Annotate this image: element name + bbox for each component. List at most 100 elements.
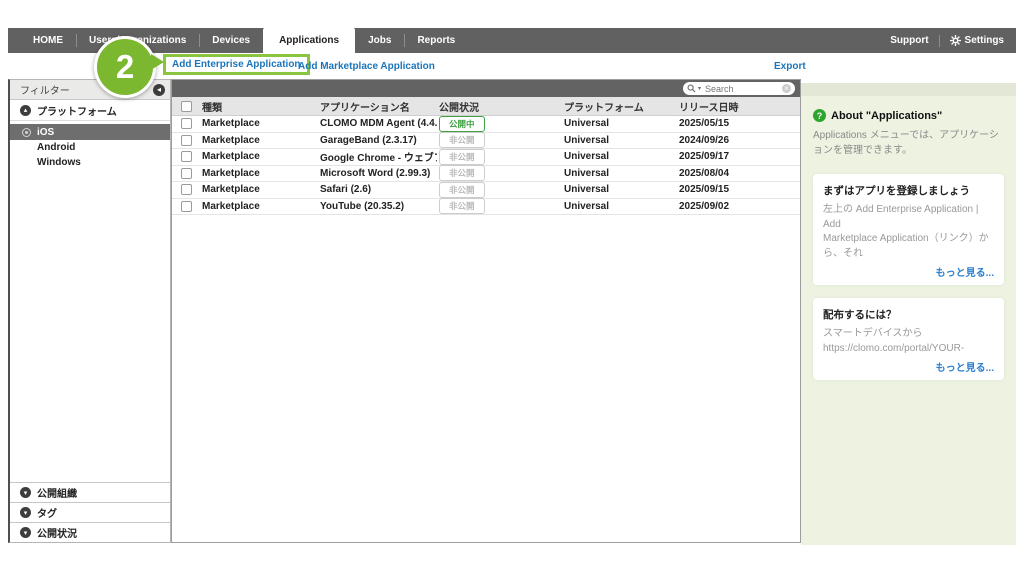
table-row[interactable]: Marketplace Safari (2.6) 非公開 Universal 2… — [172, 181, 800, 199]
clear-search-icon[interactable]: × — [782, 84, 791, 93]
platform-section-header[interactable]: ▴ プラットフォーム — [10, 100, 170, 121]
status-badge: 非公開 — [439, 165, 485, 182]
filter-section-collapsed[interactable]: ▾ 公開組織 — [10, 482, 170, 502]
select-all-checkbox[interactable] — [180, 100, 192, 112]
row-checkbox[interactable] — [180, 134, 192, 146]
select-all-cell — [172, 100, 200, 112]
nav-tab-label: HOME — [33, 35, 63, 46]
cell-type: Marketplace — [202, 167, 260, 179]
help-card-title: まずはアプリを登録しましょう — [823, 185, 970, 197]
platform-section-label: プラットフォーム — [37, 106, 117, 118]
nav-tab-label: Jobs — [368, 35, 392, 46]
add-enterprise-application-link[interactable]: Add Enterprise Application — [163, 54, 310, 75]
table-row[interactable]: Marketplace CLOMO MDM Agent (4.4.0) 公開中 … — [172, 115, 800, 133]
nav-tab[interactable]: HOME — [20, 28, 76, 53]
cell-app-name: CLOMO MDM Agent (4.4.0) — [320, 118, 437, 130]
cell-app-name: YouTube (20.35.2) — [320, 200, 405, 212]
column-header[interactable]: 種類 — [202, 102, 222, 114]
chevron-left-icon: ◂ — [156, 85, 161, 94]
cell-type: Marketplace — [202, 118, 260, 130]
cell-release-date: 2025/05/15 — [679, 118, 730, 130]
table-row[interactable]: Marketplace YouTube (20.35.2) 非公開 Univer… — [172, 198, 800, 215]
nav-right: Support Settings — [890, 28, 1016, 53]
table-row[interactable]: Marketplace Microsoft Word (2.99.3) 非公開 … — [172, 165, 800, 182]
cell-status: 公開中 — [437, 115, 562, 132]
collapse-sidebar-button[interactable]: ◂ — [153, 83, 165, 96]
cell-platform: Universal — [564, 200, 610, 212]
chevron-up-icon: ▴ — [20, 104, 31, 116]
platform-filter-item[interactable]: iOS — [10, 124, 170, 140]
row-checkbox-cell — [172, 184, 200, 196]
filter-section-collapsed[interactable]: ▾ タグ — [10, 502, 170, 522]
add-marketplace-application-link[interactable]: Add Marketplace Application — [298, 61, 435, 72]
top-navigation-bar: HOME Users/Organizations Devices Applica… — [8, 28, 1016, 53]
platform-filter-item[interactable]: Windows — [10, 155, 170, 170]
help-panel: ? About "Applications" Applications メニュー… — [801, 83, 1016, 545]
table-header-row: 種類 アプリケーション名 公開状況 プラットフォーム リリース日時 — [172, 97, 800, 116]
status-badge: 非公開 — [439, 181, 485, 198]
support-link[interactable]: Support — [890, 35, 929, 46]
sidebar-spacer — [10, 170, 170, 482]
help-card-body: 左上の Add Enterprise Application | Add Mar… — [823, 204, 989, 259]
cell-release-date: 2025/09/17 — [679, 151, 730, 163]
row-checkbox[interactable] — [180, 118, 192, 130]
column-header[interactable]: リリース日時 — [679, 102, 739, 114]
panel-header-strip — [801, 83, 1016, 96]
nav-tab[interactable]: Applications — [263, 28, 356, 53]
cell-release-date: 2025/08/04 — [679, 167, 730, 179]
see-more-link[interactable]: もっと見る... — [935, 363, 994, 374]
filter-sidebar: フィルター ◂ ▴ プラットフォーム iOS Android Windows — [8, 79, 171, 543]
status-badge: 非公開 — [439, 148, 485, 165]
filter-section-label: 公開組織 — [37, 489, 77, 500]
tutorial-step-number: 2 — [115, 48, 135, 85]
applications-table: ▾ × 種類 アプリケーション名 公開状況 プラットフォーム リリース日時 Market… — [171, 79, 801, 543]
help-question-icon: ? — [813, 109, 826, 122]
table-toolbar: ▾ × — [172, 80, 800, 97]
row-checkbox[interactable] — [180, 167, 192, 179]
platform-item-label: Windows — [37, 157, 81, 168]
help-card: 配布するには？ スマートデバイスから https://clomo.com/por… — [813, 298, 1004, 380]
cell-status: 非公開 — [437, 198, 562, 215]
filter-section-collapsed[interactable]: ▾ 公開状況 — [10, 522, 170, 542]
cell-platform: Universal — [564, 151, 610, 163]
nav-divider — [938, 34, 940, 47]
nav-tab[interactable]: Devices — [199, 28, 263, 53]
search-box[interactable]: ▾ × — [683, 82, 795, 95]
status-badge: 公開中 — [439, 115, 485, 132]
cell-status: 非公開 — [437, 181, 562, 198]
action-bar: Add Enterprise Application Add Marketpla… — [8, 53, 1016, 79]
row-checkbox[interactable] — [180, 184, 192, 196]
see-more-link[interactable]: もっと見る... — [935, 268, 994, 279]
help-panel-body: ? About "Applications" Applications メニュー… — [801, 96, 1016, 401]
cell-type: Marketplace — [202, 200, 260, 212]
search-input[interactable] — [703, 82, 780, 95]
row-checkbox[interactable] — [180, 200, 192, 212]
nav-tab[interactable]: Jobs — [355, 28, 404, 53]
search-scope-dropdown-icon[interactable]: ▾ — [698, 86, 702, 92]
filter-section-label: 公開状況 — [37, 529, 77, 540]
filter-title: フィルター — [20, 86, 70, 97]
column-header[interactable]: プラットフォーム — [564, 102, 644, 114]
cell-status: 非公開 — [437, 132, 562, 149]
cell-release-date: 2024/09/26 — [679, 134, 730, 146]
row-checkbox-cell — [172, 200, 200, 212]
platform-item-label: Android — [37, 142, 76, 153]
cell-platform: Universal — [564, 184, 610, 196]
status-badge: 非公開 — [439, 198, 485, 215]
platform-filter-item[interactable]: Android — [10, 140, 170, 155]
row-checkbox-cell — [172, 167, 200, 179]
export-link[interactable]: Export — [774, 61, 806, 72]
help-card-title: 配布するには？ — [823, 309, 897, 321]
column-header[interactable]: 公開状況 — [439, 102, 479, 114]
table-row[interactable]: Marketplace Google Chrome - ウェブブ... 非公開 … — [172, 148, 800, 166]
nav-tab-label: Devices — [212, 35, 251, 46]
settings-label: Settings — [964, 35, 1004, 46]
nav-tabs: HOME Users/Organizations Devices Applica… — [8, 28, 468, 53]
about-title: About "Applications" — [831, 109, 943, 122]
settings-button[interactable]: Settings — [949, 35, 1004, 46]
nav-tab[interactable]: Reports — [404, 28, 468, 53]
table-row[interactable]: Marketplace GarageBand (2.3.17) 非公開 Univ… — [172, 132, 800, 149]
row-checkbox[interactable] — [180, 151, 192, 163]
column-header[interactable]: アプリケーション名 — [320, 102, 410, 114]
